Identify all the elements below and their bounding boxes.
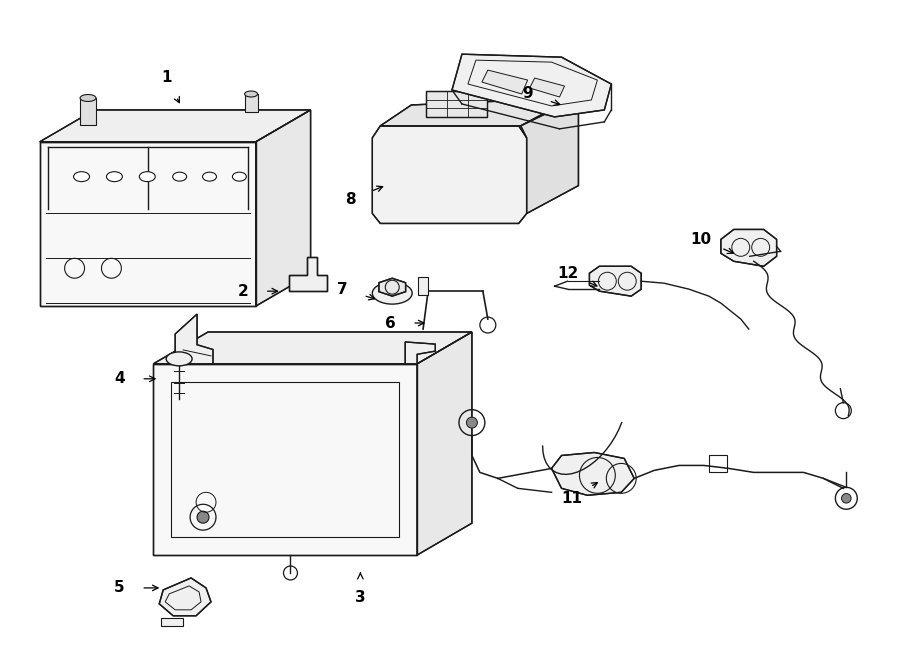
Polygon shape (417, 332, 472, 555)
Polygon shape (530, 78, 564, 97)
Ellipse shape (202, 172, 217, 181)
Polygon shape (552, 453, 634, 495)
Polygon shape (289, 257, 327, 291)
Circle shape (197, 511, 209, 524)
Ellipse shape (74, 172, 89, 182)
Polygon shape (521, 98, 579, 214)
Text: 5: 5 (114, 580, 125, 596)
Circle shape (842, 494, 851, 503)
Polygon shape (381, 98, 572, 126)
Polygon shape (40, 142, 256, 306)
Text: 4: 4 (114, 371, 125, 386)
Polygon shape (373, 126, 526, 223)
Ellipse shape (106, 172, 122, 182)
Ellipse shape (373, 282, 412, 304)
Polygon shape (159, 578, 211, 616)
Polygon shape (418, 277, 428, 295)
Polygon shape (482, 70, 527, 94)
Text: 6: 6 (385, 315, 396, 330)
Polygon shape (405, 342, 436, 364)
Text: 1: 1 (161, 69, 171, 85)
Text: 8: 8 (345, 192, 356, 207)
Polygon shape (590, 266, 641, 296)
Polygon shape (245, 94, 257, 112)
Polygon shape (256, 110, 310, 306)
Ellipse shape (80, 95, 96, 102)
Polygon shape (176, 314, 213, 364)
Text: 7: 7 (338, 282, 347, 297)
Text: 12: 12 (557, 266, 578, 281)
Text: 11: 11 (561, 490, 582, 506)
Ellipse shape (245, 91, 257, 97)
Polygon shape (161, 618, 183, 626)
Text: 2: 2 (238, 284, 248, 299)
Text: 3: 3 (356, 590, 365, 605)
Ellipse shape (173, 172, 186, 181)
Ellipse shape (140, 172, 155, 182)
Polygon shape (721, 229, 777, 266)
Text: 9: 9 (522, 87, 533, 102)
Polygon shape (426, 91, 488, 117)
Circle shape (466, 417, 477, 428)
Polygon shape (452, 54, 611, 117)
Polygon shape (153, 364, 417, 555)
Polygon shape (40, 110, 310, 142)
Polygon shape (80, 98, 96, 125)
Ellipse shape (166, 352, 192, 366)
Polygon shape (379, 278, 406, 296)
Text: 10: 10 (690, 232, 712, 247)
Polygon shape (153, 332, 472, 364)
Ellipse shape (232, 172, 247, 181)
